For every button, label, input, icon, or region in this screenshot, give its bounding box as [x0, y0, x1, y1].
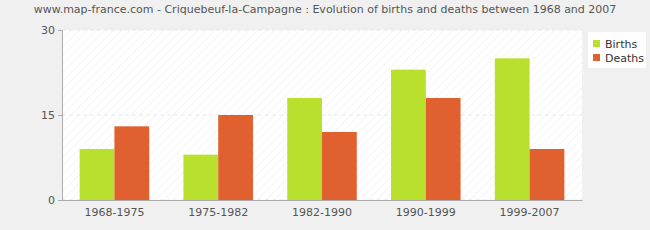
- tick-mark: [58, 200, 62, 201]
- bar: [426, 98, 461, 200]
- title: www.map-france.com - Criquebeuf-la-Campa…: [34, 3, 617, 16]
- bar: [114, 126, 149, 200]
- tick-mark: [58, 30, 62, 31]
- bar: [287, 98, 322, 200]
- bar: [322, 132, 357, 200]
- tick: 1982-1990: [292, 206, 352, 219]
- x-axis: 1968-1975 1975-1982 1982-1990 1990-1999 1999…: [63, 201, 583, 219]
- bar: [183, 155, 218, 200]
- legend-item: Deaths: [593, 52, 644, 65]
- bar: [530, 149, 565, 200]
- bar: [80, 149, 115, 200]
- grid: [62, 30, 582, 200]
- y-axis: 0 15 30: [41, 24, 63, 207]
- grid-line: [62, 30, 582, 31]
- tick-label: 1968-1975: [84, 206, 144, 219]
- legend: BirthsDeaths: [588, 32, 646, 68]
- tick-label: 1999-2007: [500, 206, 560, 219]
- tick-label: 15: [41, 109, 55, 122]
- tick-label: 1990-1999: [396, 206, 456, 219]
- plot: 0 15 30 1968-1975 1975-1982 1982-1990 1990-199…: [41, 24, 583, 219]
- tick: 1975-1982: [188, 206, 248, 219]
- tick: 1999-2007: [500, 206, 560, 219]
- tick-label: 0: [48, 194, 55, 207]
- tick: 15: [41, 109, 62, 122]
- bar: [495, 58, 530, 200]
- tick-label: 1982-1990: [292, 206, 352, 219]
- legend-label: Births: [605, 38, 637, 51]
- tick: 1968-1975: [84, 206, 144, 219]
- legend-swatch: [593, 40, 600, 47]
- legend-box: [588, 32, 646, 68]
- legend-swatch: [593, 54, 600, 61]
- chart: www.map-france.com - Criquebeuf-la-Campa…: [0, 0, 650, 230]
- plot-background: [62, 30, 582, 200]
- series: [80, 58, 530, 200]
- bar: [391, 70, 426, 200]
- tick: 30: [41, 24, 62, 37]
- bars: [80, 58, 565, 200]
- series: [114, 98, 564, 200]
- legend-item: Births: [593, 38, 637, 51]
- tick-mark: [58, 115, 62, 116]
- tick: 0: [48, 194, 62, 207]
- x-axis-line: [63, 200, 583, 201]
- bar: [218, 115, 253, 200]
- tick: 1990-1999: [396, 206, 456, 219]
- legend-label: Deaths: [605, 52, 644, 65]
- y-axis-line: [58, 31, 63, 201]
- tick-label: 30: [41, 24, 55, 37]
- tick-label: 1975-1982: [188, 206, 248, 219]
